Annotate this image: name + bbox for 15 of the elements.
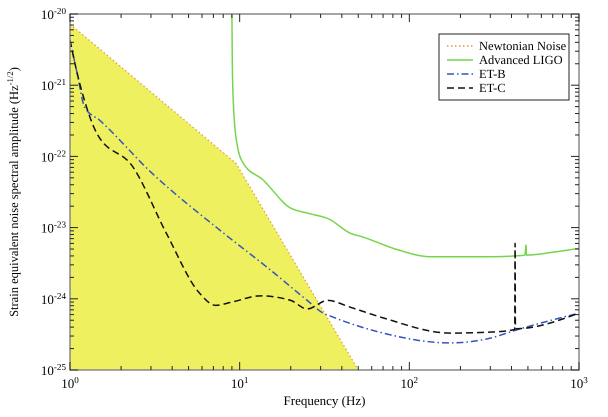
y-tick-label: 10$^{-23}$ [40,220,66,236]
legend-label: Newtonian Noise [479,39,567,53]
legend-label: ET-B [479,67,506,81]
y-tick-label: 10$^{-20}$ [40,6,66,22]
legend-label: Advanced LIGO [479,53,563,67]
y-tick-label: 10$^{-22}$ [40,148,66,164]
x-tick-label: 10$^{0}$ [61,375,80,391]
x-tick-label: 10$^{2}$ [400,375,419,391]
y-tick-label: 10$^{-25}$ [40,362,66,378]
x-axis-title: Frequency (Hz) [284,393,366,408]
x-tick-label: 10$^{3}$ [570,375,588,391]
y-tick-label: 10$^{-21}$ [40,77,66,94]
legend-label: ET-C [479,81,506,95]
x-tick-label: 10$^{1}$ [230,375,248,391]
y-tick-label: 10$^{-24}$ [40,290,66,307]
